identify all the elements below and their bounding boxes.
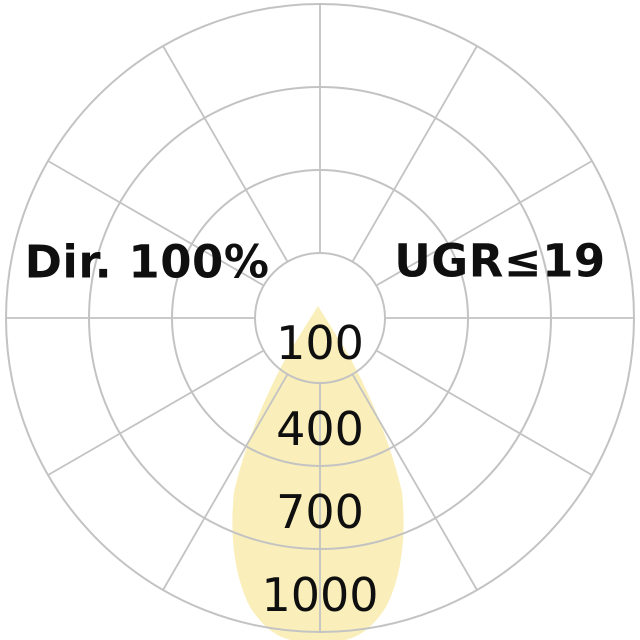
grid-spoke-60 [375, 160, 593, 287]
radial-tick-label-400: 400 [276, 402, 364, 456]
radial-tick-label-1000: 1000 [261, 568, 379, 622]
radial-tick-label-100: 100 [276, 316, 364, 370]
grid-spoke-330 [162, 45, 289, 263]
grid-spoke-300 [47, 160, 265, 287]
grid-spoke-30 [351, 45, 478, 263]
grid-spoke-150 [351, 373, 478, 591]
radial-tick-label-700: 700 [276, 485, 364, 539]
grid-spoke-210 [162, 373, 289, 591]
grid-spokes [6, 4, 634, 632]
direct-share-label: Dir. 100% [24, 235, 270, 289]
ugr-rating-label: UGR≤19 [394, 234, 606, 288]
grid-spoke-120 [375, 349, 593, 476]
grid-spoke-240 [47, 349, 265, 476]
